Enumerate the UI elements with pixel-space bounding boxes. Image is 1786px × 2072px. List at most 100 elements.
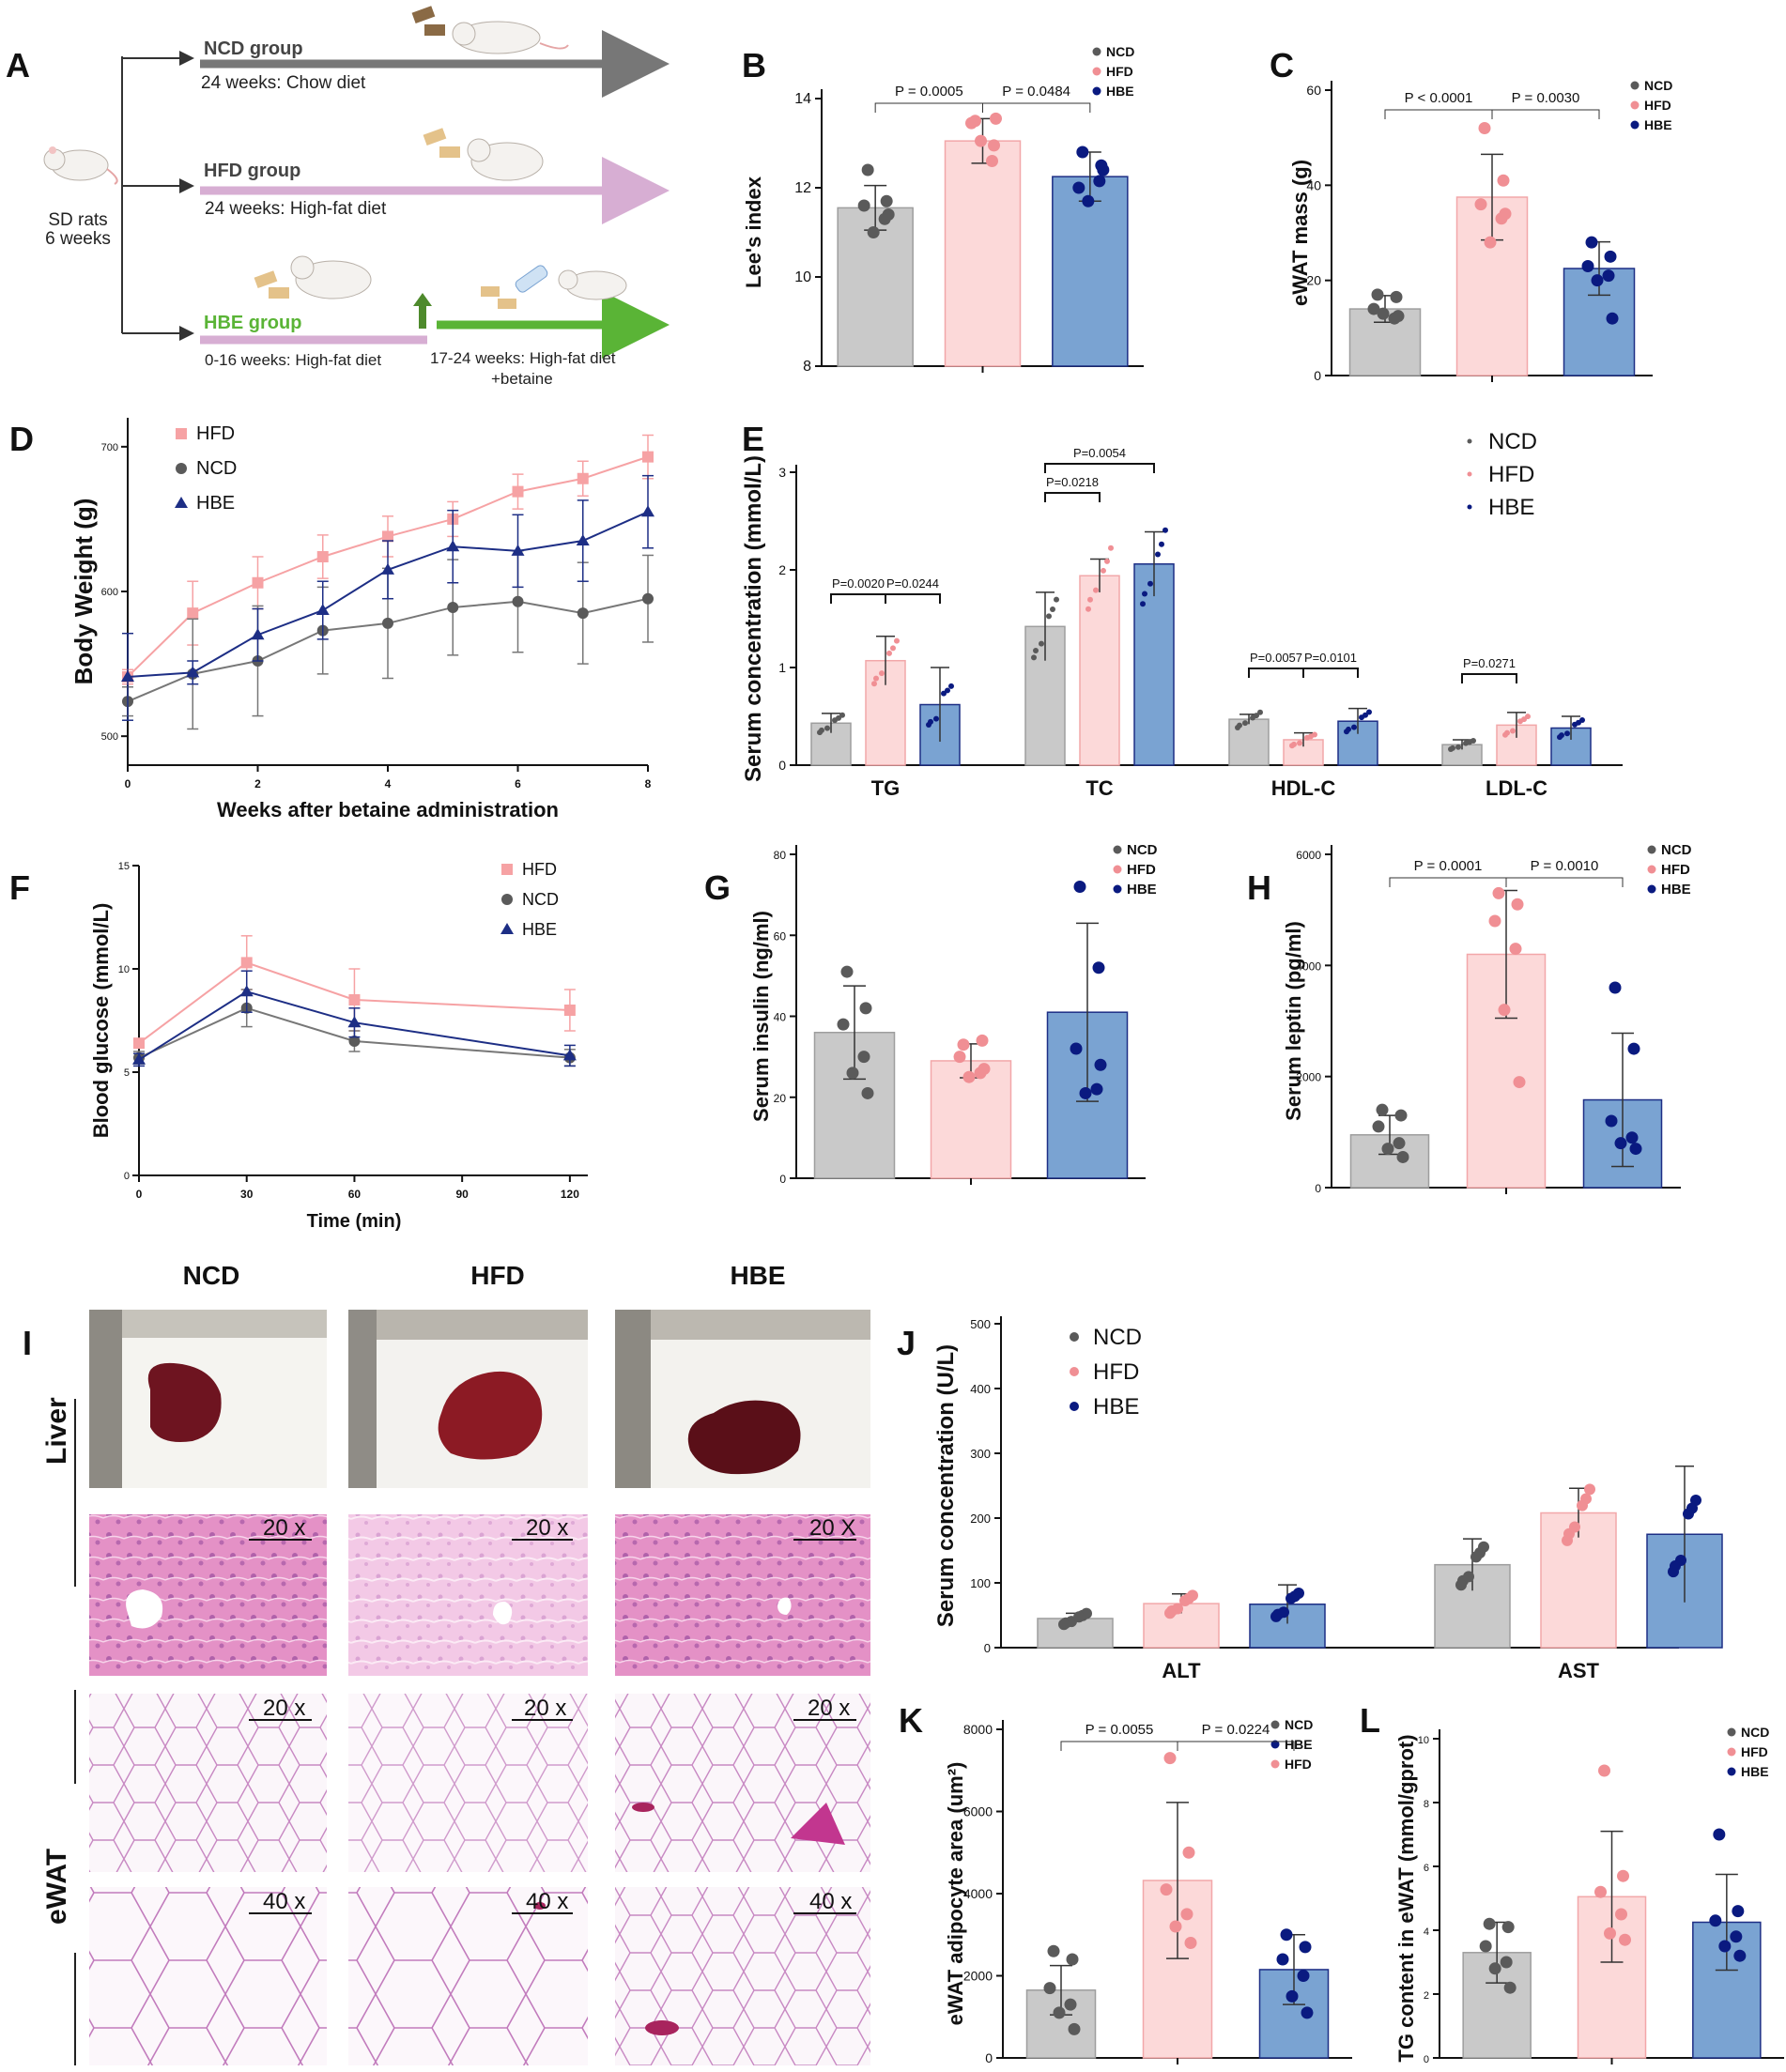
data-point — [1569, 1521, 1580, 1533]
mag-liver-ncd: 20 x — [263, 1515, 305, 1541]
mag-ewat20-hbe: 20 x — [808, 1696, 850, 1721]
legend-label: HFD — [1488, 462, 1534, 487]
data-point — [1066, 1953, 1079, 1966]
legend-label: NCD — [1127, 842, 1158, 858]
data-point — [837, 1018, 850, 1031]
liver-photo-hbe — [615, 1310, 870, 1488]
marker-triangle — [641, 505, 654, 517]
start-label-2: 6 weeks — [45, 229, 111, 249]
y-tick-label: 12 — [794, 180, 811, 196]
data-point — [1581, 259, 1594, 272]
data-point — [1297, 1970, 1310, 1982]
significance-bracket — [885, 593, 941, 604]
y-tick-label: 8000 — [963, 1722, 993, 1737]
significance-bracket — [1491, 109, 1600, 119]
data-point — [1525, 714, 1531, 720]
data-point — [1470, 737, 1476, 744]
hfd-rat-icon — [423, 128, 544, 181]
row-label-liver: Liver — [41, 1397, 72, 1465]
legend-marker — [1467, 438, 1472, 444]
data-point — [1500, 1956, 1513, 1969]
data-point — [1179, 1594, 1191, 1606]
data-point — [1511, 898, 1524, 911]
data-point — [1579, 716, 1585, 723]
data-point — [1108, 545, 1114, 551]
category-label: TG — [871, 776, 901, 800]
marker-triangle — [132, 1052, 146, 1065]
legend-label: HFD — [1644, 98, 1671, 113]
data-point — [859, 1002, 872, 1015]
x-tick-label: 90 — [455, 1188, 469, 1201]
data-point — [1359, 714, 1364, 721]
y-tick-label: 5 — [124, 1067, 130, 1079]
data-point — [1070, 1042, 1083, 1055]
data-point — [1031, 654, 1037, 661]
legend-marker — [1647, 884, 1656, 894]
rat-icon — [43, 146, 118, 185]
data-point — [1371, 288, 1384, 301]
chart-j: J 0 100 200 300 400 500 Serum concentration (U/… — [897, 1316, 1723, 1682]
y-tick-label: 3 — [778, 465, 786, 480]
y-tick-label: 100 — [970, 1576, 991, 1590]
liver-photo-ncd — [89, 1310, 327, 1488]
data-point — [873, 675, 879, 682]
data-point — [1182, 1846, 1195, 1859]
data-point — [1140, 601, 1146, 607]
data-point — [1312, 731, 1317, 738]
hfd-group-label: HFD group — [204, 161, 300, 181]
legend-label: HBE — [196, 493, 235, 514]
panel-i: I NCD HFD HBE Liver eWAT — [23, 1261, 870, 2065]
y-axis-label: Serum leptin (pg/ml) — [1282, 921, 1305, 1121]
data-point — [1073, 1611, 1085, 1623]
y-tick-label: 8 — [803, 359, 811, 375]
data-point — [1377, 307, 1390, 320]
data-point — [1488, 914, 1501, 928]
chart-b: B 8 10 12 14 Lee's index NCD HFD HBE P = 0.0005 P … — [742, 44, 1144, 375]
chart-f: F 0 5 10 15 0 30 60 90 120 Blood glucose (mmol/L) T… — [9, 860, 588, 1232]
data-point — [1488, 1962, 1501, 1975]
data-point — [986, 155, 998, 167]
data-point — [1184, 1937, 1197, 1949]
data-point — [1147, 580, 1153, 587]
legend-marker — [501, 894, 513, 905]
significance-bracket — [1060, 1741, 1178, 1751]
chart-d: D 500 600 700 0 2 4 6 8 Body Weight (g) Weeks afte… — [9, 418, 654, 821]
legend-label: NCD — [1285, 1717, 1313, 1732]
col-header-hfd: HFD — [470, 1261, 525, 1290]
data-point — [1503, 1981, 1517, 1994]
data-point — [1463, 1571, 1474, 1583]
data-point — [1079, 1086, 1092, 1099]
marker-square — [316, 551, 329, 562]
legend-label: NCD — [196, 458, 237, 479]
legend-label: HFD — [1661, 862, 1690, 878]
data-point — [1564, 730, 1570, 737]
ncd-group-label: NCD group — [204, 38, 303, 59]
p-value: P=0.0057 — [1250, 651, 1302, 665]
switch-arrow-icon — [413, 293, 432, 329]
ewat-20x-hfd — [348, 1694, 588, 1872]
category-label: AST — [1558, 1659, 1600, 1682]
bar-ncd — [1228, 718, 1270, 766]
data-point — [1479, 1940, 1492, 1953]
y-tick-label: 6000 — [1296, 849, 1321, 862]
data-point — [846, 1067, 859, 1080]
p-value: P = 0.0055 — [1085, 1722, 1154, 1738]
panel-letter: K — [899, 1701, 923, 1740]
chart-e: E 0 1 2 3 Serum concentration (mmol/L) TG TC HDL… — [741, 420, 1623, 800]
category-label: LDL-C — [1486, 776, 1547, 800]
significance-bracket — [874, 102, 983, 113]
marker-square — [240, 957, 253, 969]
y-tick-label: 1 — [778, 660, 786, 675]
data-point — [1502, 731, 1508, 738]
data-point — [926, 722, 931, 729]
y-axis-label: Lee's index — [742, 176, 765, 288]
data-point — [1474, 198, 1487, 211]
y-tick-label: 0 — [984, 1641, 991, 1655]
chart-g: G 0 20 40 60 80 Serum insulin (ng/ml) NCD HFD HBE — [704, 842, 1158, 1186]
data-point — [1286, 1989, 1299, 2003]
mag-ewat40-hbe: 40 x — [809, 1889, 852, 1914]
data-point — [988, 139, 1000, 152]
panel-letter: G — [704, 868, 731, 907]
data-point — [1286, 1592, 1297, 1604]
